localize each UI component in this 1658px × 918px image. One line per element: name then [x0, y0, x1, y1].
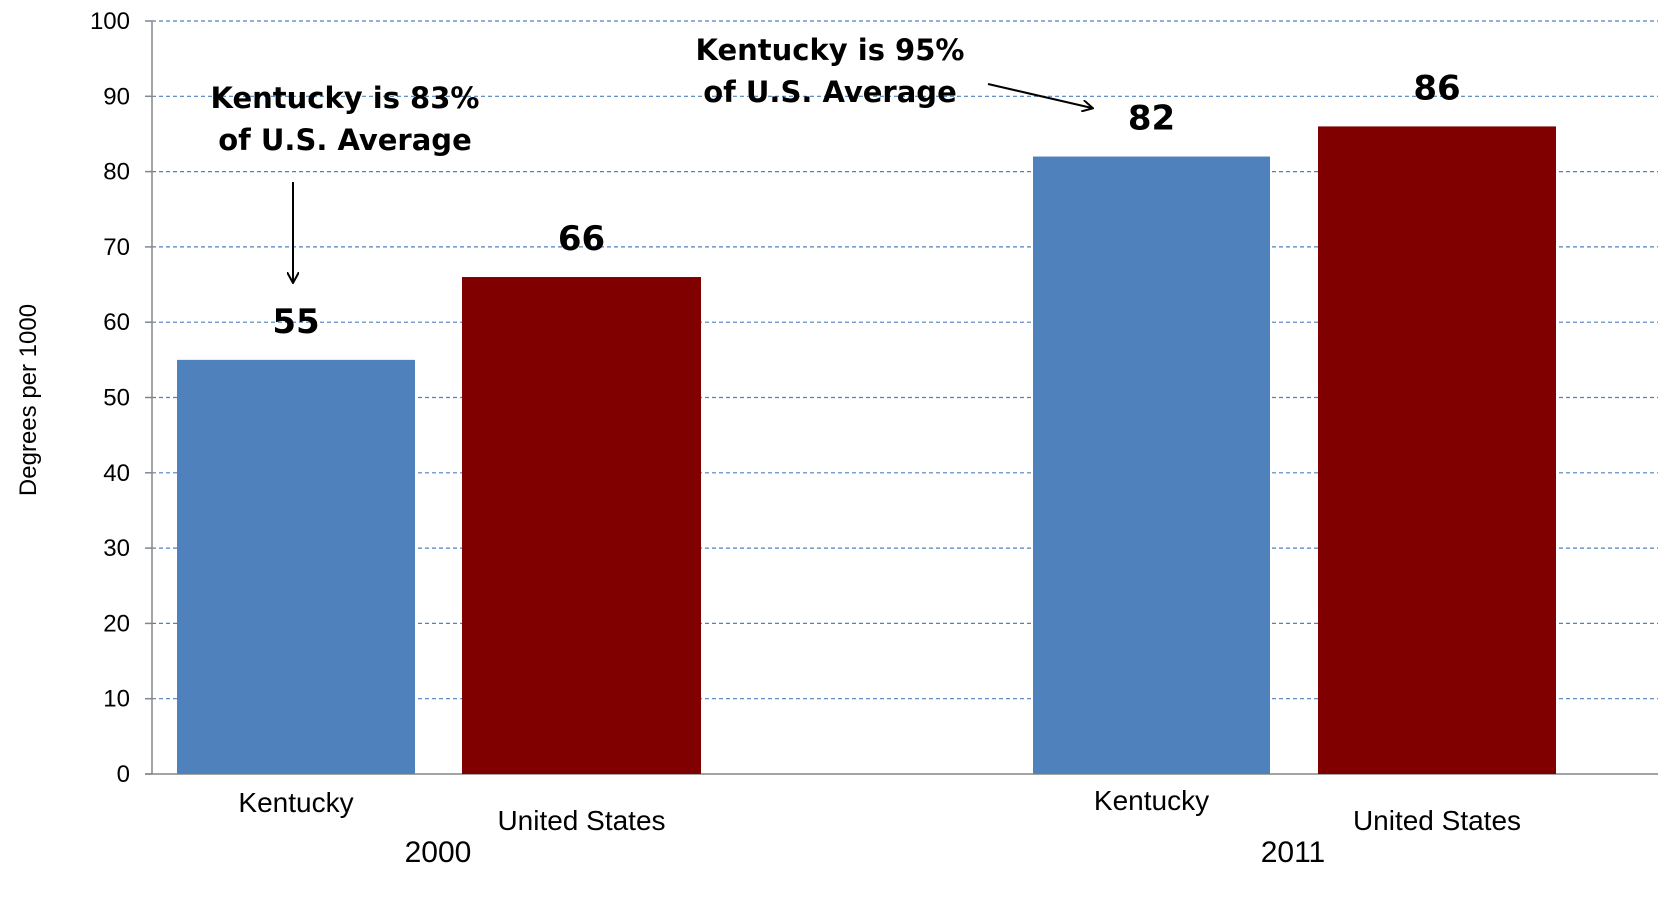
annotation-arrow	[987, 83, 1092, 108]
y-tick-label: 20	[103, 610, 130, 637]
labels: 0 10 20 30 40 50 60 70 80 90 100 Degrees per 1000 55…	[15, 8, 1521, 869]
y-tick-label: 30	[103, 535, 130, 562]
y-tick-label: 50	[103, 385, 130, 412]
annotation-text: Kentucky is 83%	[211, 81, 480, 115]
data-label: 86	[1413, 68, 1460, 108]
category-label: Kentucky	[1094, 785, 1209, 816]
category-label: United States	[1353, 805, 1521, 836]
annotation-text: of U.S. Average	[218, 123, 471, 157]
bar-2000-united-states	[462, 277, 701, 774]
bar-2000-kentucky	[177, 359, 415, 774]
annotations: Kentucky is 83% of U.S. Average Kentucky i…	[211, 33, 1092, 282]
y-tick-label: 90	[103, 83, 130, 110]
y-tick-label: 100	[90, 8, 130, 35]
bars	[177, 126, 1556, 775]
annotation-text: of U.S. Average	[703, 75, 956, 109]
y-tick-label: 80	[103, 159, 130, 186]
group-label: 2000	[405, 836, 472, 869]
y-tick-label: 0	[117, 761, 130, 788]
data-label: 55	[272, 302, 319, 342]
y-tick-label: 10	[103, 686, 130, 713]
bar-2011-kentucky	[1033, 156, 1270, 775]
y-tick-label: 70	[103, 234, 130, 261]
y-axis-title: Degrees per 1000	[15, 304, 42, 496]
y-tick-label: 60	[103, 309, 130, 336]
y-tick-label: 40	[103, 460, 130, 487]
data-label: 66	[558, 219, 605, 259]
bar-2011-united-states	[1318, 126, 1556, 775]
category-label: Kentucky	[238, 787, 353, 818]
category-label: United States	[497, 805, 665, 836]
annotation-text: Kentucky is 95%	[696, 33, 965, 67]
data-label: 82	[1128, 99, 1175, 139]
group-label: 2011	[1261, 836, 1326, 869]
